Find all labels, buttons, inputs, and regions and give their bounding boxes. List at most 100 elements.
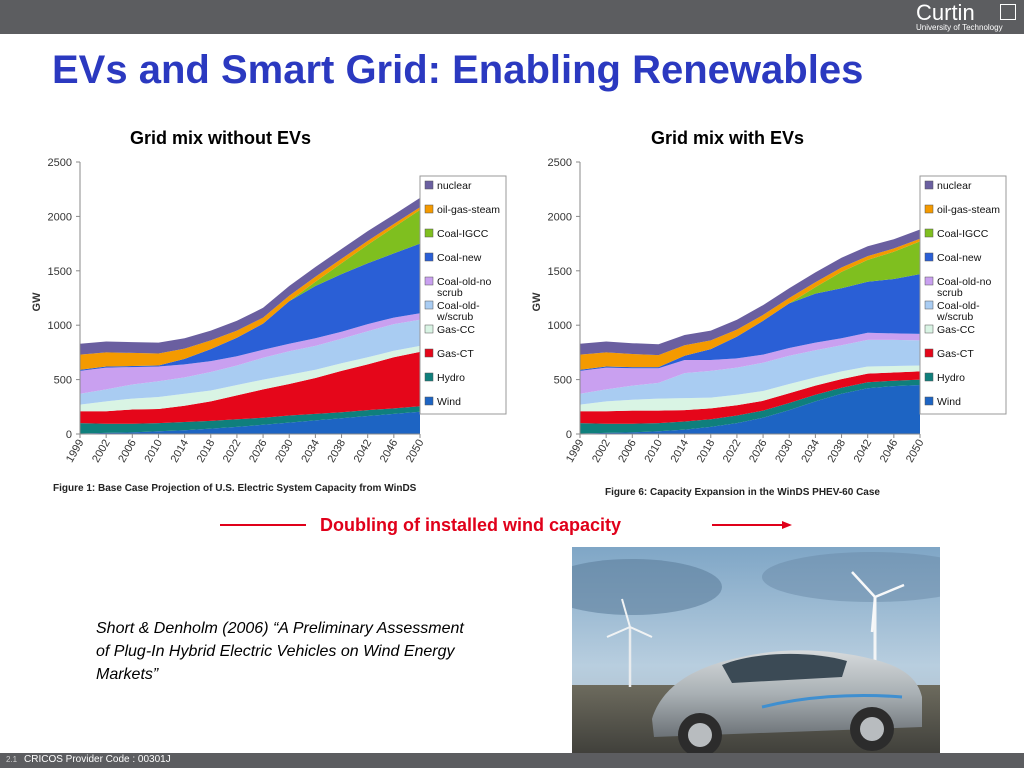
logo-subtitle: University of Technology: [916, 23, 1003, 32]
x-tick-label: 2042: [852, 438, 875, 465]
legend-swatch: [424, 324, 434, 334]
x-tick-label: 2002: [590, 438, 613, 465]
y-tick-label: 0: [66, 429, 72, 441]
legend-label: Gas-CT: [437, 348, 474, 360]
y-tick-label: 2000: [548, 211, 572, 223]
header-bar: Curtin University of Technology: [0, 0, 1024, 34]
area-coal-old-no-scrub: [80, 313, 420, 394]
x-tick-label: 2050: [904, 438, 927, 465]
legend-swatch: [424, 372, 434, 382]
legend-swatch: [424, 180, 434, 190]
legend-label: w/scrub: [936, 311, 973, 323]
x-tick-label: 2006: [116, 438, 139, 465]
x-tick-label: 2010: [142, 438, 165, 465]
x-tick-label: 2022: [221, 438, 244, 465]
x-tick-label: 2006: [616, 438, 639, 465]
y-tick-label: 2500: [548, 157, 572, 169]
y-tick-label: 500: [554, 375, 572, 387]
legend-label: nuclear: [937, 180, 972, 192]
x-tick-label: 2046: [878, 438, 901, 465]
area-gas-cc: [80, 345, 420, 412]
figure-caption-left: Figure 1: Base Case Projection of U.S. E…: [53, 483, 417, 494]
x-tick-label: 1999: [64, 438, 87, 465]
legend-swatch: [924, 204, 934, 214]
legend-label: Hydro: [937, 372, 965, 384]
area-coal-old-no-scrub: [580, 332, 920, 394]
legend-swatch: [424, 348, 434, 358]
legend-label: oil-gas-steam: [437, 204, 500, 216]
legend-label: Wind: [937, 396, 961, 408]
x-tick-label: 2038: [826, 438, 849, 465]
area-gas-cc: [580, 365, 920, 412]
cricos-code: CRICOS Provider Code : 00301J: [24, 754, 171, 765]
y-tick-label: 1500: [548, 266, 572, 278]
legend-label: w/scrub: [436, 311, 473, 323]
x-tick-label: 2014: [169, 438, 192, 465]
x-tick-label: 2038: [326, 438, 349, 465]
legend-label: Gas-CT: [937, 348, 974, 360]
legend-swatch: [424, 204, 434, 214]
legend-label: Coal-IGCC: [937, 228, 989, 240]
x-tick-label: 2050: [404, 438, 427, 465]
legend-swatch: [924, 324, 934, 334]
area-nuclear: [80, 197, 420, 355]
legend-swatch: [924, 180, 934, 190]
x-tick-label: 2030: [273, 438, 296, 465]
legend-swatch: [424, 300, 434, 310]
logo-name: Curtin: [916, 0, 975, 25]
legend-swatch: [424, 228, 434, 238]
arrow-head-icon: [782, 521, 792, 529]
y-axis-label: GW: [531, 292, 543, 312]
legend-swatch: [424, 276, 434, 286]
y-tick-label: 500: [54, 375, 72, 387]
area-coal-new: [580, 274, 920, 371]
y-tick-label: 2500: [48, 157, 72, 169]
area-coal-igcc: [580, 241, 920, 370]
x-tick-label: 2026: [747, 438, 770, 465]
legend-swatch: [924, 252, 934, 262]
crest-icon: [1000, 4, 1016, 20]
legend-label: Coal-IGCC: [437, 228, 489, 240]
x-tick-label: 2018: [195, 438, 218, 465]
x-tick-label: 2022: [721, 438, 744, 465]
x-tick-label: 2034: [299, 438, 322, 465]
y-axis-label: GW: [31, 292, 43, 312]
wind-turbine-icon: [606, 598, 653, 687]
y-tick-label: 1000: [48, 320, 72, 332]
ev-windturbine-photo: [572, 547, 940, 763]
chart-title-right: Grid mix with EVs: [651, 128, 805, 148]
x-tick-label: 2018: [695, 438, 718, 465]
area-coal-old-w-scrub: [80, 319, 420, 405]
legend-label: oil-gas-steam: [937, 204, 1000, 216]
legend-label: Coal-old-no: [937, 276, 991, 288]
legend-swatch: [424, 252, 434, 262]
area-coal-new: [80, 243, 420, 371]
legend-label: Hydro: [437, 372, 465, 384]
legend-box: [419, 175, 507, 415]
y-tick-label: 1000: [548, 320, 572, 332]
legend-swatch: [924, 396, 934, 406]
legend-label: scrub: [437, 287, 463, 299]
legend-label: Coal-new: [437, 252, 482, 264]
x-tick-label: 2002: [90, 438, 113, 465]
area-wind: [580, 385, 920, 434]
chart-title-left: Grid mix without EVs: [130, 128, 312, 148]
ev-car: [652, 650, 922, 757]
legend-swatch: [924, 276, 934, 286]
arrow-annotation: [220, 521, 792, 529]
doubling-annotation: Doubling of installed wind capacity: [320, 515, 622, 535]
legend-label: Wind: [437, 396, 461, 408]
x-tick-label: 2010: [642, 438, 665, 465]
x-tick-label: 2034: [799, 438, 822, 465]
legend-swatch: [924, 228, 934, 238]
legend-label: Coal-old-: [437, 300, 480, 312]
legend-swatch: [924, 300, 934, 310]
legend-swatch: [924, 372, 934, 382]
area-oil-gas-steam: [80, 207, 420, 370]
legend-swatch: [924, 348, 934, 358]
legend-label: Gas-CC: [937, 324, 975, 336]
y-tick-label: 1500: [48, 266, 72, 278]
y-tick-label: 0: [566, 429, 572, 441]
